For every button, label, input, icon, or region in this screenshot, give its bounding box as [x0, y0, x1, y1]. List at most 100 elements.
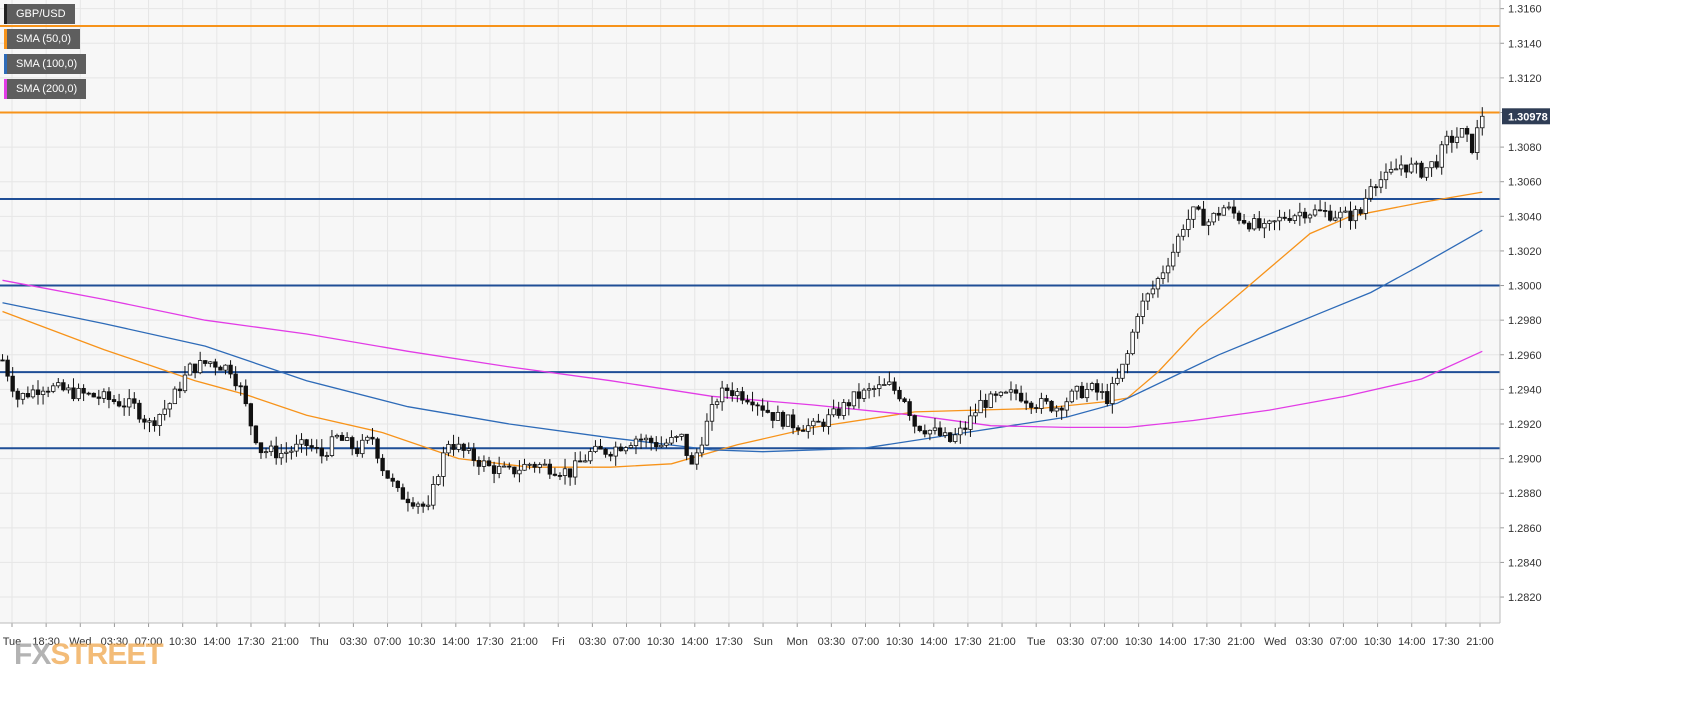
candle-body [649, 437, 654, 443]
candle-body [942, 432, 948, 436]
legend-item-symbol[interactable]: GBP/USD [4, 4, 75, 24]
candle-body [304, 439, 309, 446]
candle-body [1449, 135, 1455, 143]
candle-body [476, 460, 482, 467]
x-tick-label: 03:30 [1296, 636, 1324, 648]
candle-body [1165, 265, 1171, 274]
candle-body [263, 451, 269, 454]
candle-body [770, 412, 775, 421]
candle-body [937, 427, 943, 436]
x-tick-label: 03:30 [340, 636, 368, 648]
candle-body [1181, 229, 1186, 237]
legend-swatch [4, 54, 7, 74]
candle-body [294, 443, 299, 452]
candle-body [1252, 218, 1257, 230]
candle-body [1383, 171, 1389, 181]
legend-swatch [4, 79, 7, 99]
y-tick-label: 1.2820 [1508, 592, 1542, 604]
candle-body [826, 414, 831, 427]
candle-body [1236, 212, 1242, 221]
candle-body [547, 463, 553, 475]
legend-item-sma100[interactable]: SMA (100,0) [4, 54, 87, 74]
candle-body [725, 387, 730, 391]
x-tick-label: 10:30 [1125, 636, 1153, 648]
candle-body [669, 437, 674, 444]
x-tick-label: Tue [3, 636, 22, 648]
candle-body [431, 484, 436, 506]
x-tick-label: 07:00 [613, 636, 641, 648]
candle-body [1368, 186, 1373, 199]
x-tick-label: 21:00 [510, 636, 538, 648]
y-tick-label: 1.2900 [1508, 454, 1542, 466]
candle-body [552, 473, 558, 476]
candle-body [760, 405, 765, 411]
candle-body [856, 391, 862, 399]
candle-body [66, 387, 71, 391]
x-tick-label: 07:00 [374, 636, 402, 648]
candle-body [137, 402, 142, 420]
candle-body [309, 445, 314, 448]
candle-body [1191, 206, 1196, 220]
candle-body [512, 466, 517, 475]
candle-body [542, 463, 547, 466]
candle-body [30, 389, 36, 398]
candle-body [1399, 164, 1404, 170]
candle-body [877, 384, 882, 389]
y-tick-label: 1.3060 [1508, 177, 1542, 189]
candle-body [1226, 206, 1232, 209]
candle-body [659, 444, 664, 448]
candle-body [365, 436, 370, 441]
candle-body [679, 433, 684, 437]
candle-body [20, 393, 25, 400]
candle-body [588, 451, 593, 462]
x-tick-label: 17:30 [1193, 636, 1221, 648]
legend-item-sma50[interactable]: SMA (50,0) [4, 29, 81, 49]
candle-body [167, 403, 172, 410]
candle-body [334, 434, 340, 438]
x-tick-label: Mon [787, 636, 808, 648]
candle-body [1404, 164, 1409, 173]
candle-body [1029, 402, 1034, 408]
candle-body [1282, 216, 1287, 219]
candle-body [1064, 401, 1069, 411]
candle-body [897, 389, 902, 400]
candle-body [993, 393, 998, 396]
candle-body [350, 437, 355, 449]
candle-body [892, 381, 897, 391]
candle-body [750, 401, 755, 406]
candle-body [618, 446, 623, 452]
candle-body [284, 451, 289, 454]
candle-body [456, 443, 461, 450]
candle-body [1120, 363, 1125, 379]
candle-body [471, 448, 476, 461]
candle-body [613, 446, 618, 457]
candle-body [40, 390, 46, 395]
candle-body [172, 388, 178, 405]
candle-body [821, 421, 826, 427]
x-tick-label: Wed [1264, 636, 1286, 648]
candle-body [801, 429, 806, 432]
candle-body [1409, 163, 1414, 173]
candle-body [988, 393, 993, 408]
candle-body [91, 392, 96, 398]
candle-body [507, 465, 512, 468]
candle-body [1307, 214, 1313, 219]
candle-body [1100, 391, 1105, 393]
candle-body [380, 457, 385, 472]
candle-body [745, 399, 750, 403]
candle-body [806, 425, 811, 432]
candle-body [608, 453, 613, 457]
candle-body [502, 465, 507, 468]
candle-body [628, 445, 634, 449]
x-tick-label: 10:30 [1364, 636, 1392, 648]
candle-body [907, 401, 912, 417]
x-tick-label: 21:00 [1227, 636, 1255, 648]
legend-item-sma200[interactable]: SMA (200,0) [4, 79, 87, 99]
candle-body [279, 453, 284, 459]
candle-body [121, 405, 127, 408]
candle-body [1287, 217, 1292, 221]
candle-body [132, 398, 137, 404]
candle-body [1110, 383, 1115, 404]
candle-body [339, 434, 345, 441]
candle-body [162, 408, 167, 415]
